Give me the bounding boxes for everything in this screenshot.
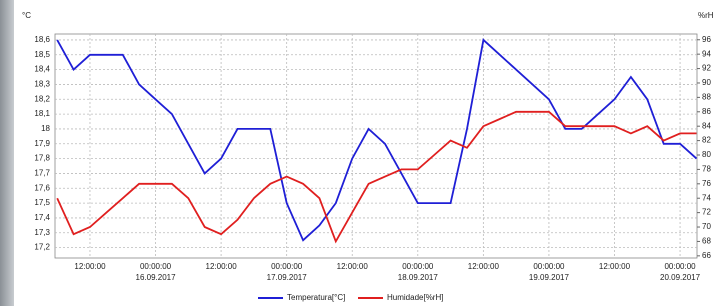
x-tick-label: 00:00:00 [271, 262, 303, 271]
y-tick-label: 17,5 [34, 198, 50, 207]
x-date-label: 18.09.2017 [398, 273, 439, 282]
y-tick-label: 18,2 [34, 94, 50, 103]
y-tick-label: 18,3 [34, 80, 50, 89]
legend-label: Humidade[%rH] [387, 293, 443, 302]
x-tick-label: 12:00:00 [206, 262, 238, 271]
y-tick-label: 18,5 [34, 50, 50, 59]
y2-tick-label: 88 [702, 92, 711, 101]
y-tick-label: 18,6 [34, 35, 50, 44]
y-unit: °C [22, 11, 31, 20]
y-tick-label: 17,9 [34, 139, 50, 148]
y-tick-label: 18 [41, 124, 50, 133]
plot-frame [55, 34, 697, 258]
y-tick-label: 17,2 [34, 243, 50, 252]
x-tick-label: 00:00:00 [664, 262, 696, 271]
x-date-label: 16.09.2017 [136, 273, 177, 282]
y-tick-label: 17,8 [34, 154, 50, 163]
chart: °C %rH 18,6 18,5 18,4 18,3 18,2 18,1 18 17,9 17,… [0, 0, 723, 306]
y2-tick-label: 80 [702, 150, 711, 159]
x-tick-label: 12:00:00 [468, 262, 500, 271]
y-tick-label: 17,6 [34, 183, 50, 192]
y2-tick-label: 82 [702, 136, 711, 145]
x-tick-label: 00:00:00 [402, 262, 434, 271]
x-tick-label: 12:00:00 [74, 262, 106, 271]
y2-tick-label: 76 [702, 179, 711, 188]
y-tick-label: 18,1 [34, 109, 50, 118]
series-line [57, 112, 696, 242]
y2-tick-label: 78 [702, 165, 711, 174]
y2-tick-label: 70 [702, 222, 711, 231]
page: {"chart_data":{"type":"line", "y_unit":"… [0, 0, 723, 306]
x-tick-label: 00:00:00 [533, 262, 565, 271]
x-date-label: 20.09.2017 [660, 273, 701, 282]
legend-label: Temperatura[°C] [287, 293, 345, 302]
y2-tick-label: 72 [702, 208, 711, 217]
y2-tick-label: 96 [702, 35, 711, 44]
y2-tick-label: 74 [702, 193, 711, 202]
y2-tick-label: 68 [702, 237, 711, 246]
y-tick-label: 18,4 [34, 65, 50, 74]
background-strip [0, 0, 14, 306]
y-tick-label: 17,4 [34, 213, 50, 222]
y-tick-label: 17,3 [34, 228, 50, 237]
y2-tick-label: 94 [702, 49, 711, 58]
y2-tick-label: 86 [702, 107, 711, 116]
x-tick-label: 12:00:00 [337, 262, 369, 271]
y2-tick-label: 90 [702, 78, 711, 87]
y2-tick-label: 92 [702, 64, 711, 73]
y2-tick-label: 84 [702, 121, 711, 130]
y2-unit: %rH [698, 11, 714, 20]
x-tick-label: 00:00:00 [140, 262, 172, 271]
x-date-label: 17.09.2017 [267, 273, 308, 282]
y-tick-label: 17,7 [34, 169, 50, 178]
x-date-label: 19.09.2017 [529, 273, 570, 282]
x-tick-label: 12:00:00 [599, 262, 631, 271]
y2-tick-label: 66 [702, 251, 711, 260]
